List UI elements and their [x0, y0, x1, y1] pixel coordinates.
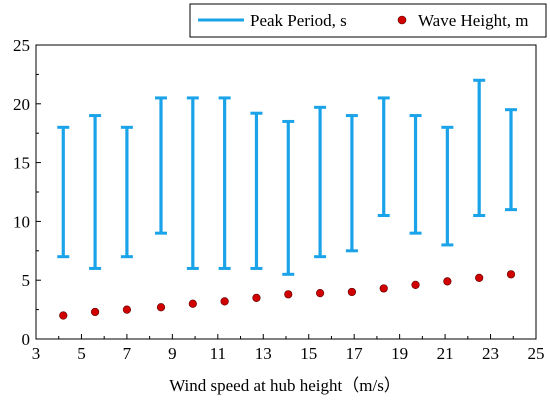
y-tick-label: 15 — [13, 154, 30, 173]
peak-period-range — [345, 114, 358, 253]
wave-height-point — [315, 289, 325, 298]
peak-period-range — [250, 111, 263, 270]
x-tick-label: 9 — [168, 344, 177, 363]
peak-period-range — [441, 125, 454, 247]
peak-period-range — [218, 96, 231, 270]
wave-height-point — [90, 307, 100, 317]
legend-wave-height-swatch — [397, 15, 407, 25]
wave-height-point — [252, 293, 261, 302]
wave-height-point — [443, 277, 452, 286]
y-tick-label: 0 — [22, 330, 31, 349]
peak-period-range — [57, 125, 70, 259]
peak-period-range — [120, 125, 133, 259]
wave-height-point — [347, 287, 357, 297]
x-axis-title: Wind speed at hub height（m/s） — [169, 376, 401, 395]
peak-period-range — [155, 96, 167, 235]
y-tick-label: 25 — [13, 36, 30, 55]
peak-period-range — [89, 114, 102, 270]
peak-period-range — [473, 78, 486, 218]
wave-height-point — [475, 273, 484, 282]
x-tick-label: 23 — [482, 344, 499, 363]
x-tick-label: 15 — [300, 344, 317, 363]
wave-height-point — [379, 284, 388, 293]
legend-box — [189, 3, 547, 38]
peak-period-range — [282, 119, 295, 276]
legend-peak-period-label: Peak Period, s — [250, 11, 347, 30]
wave-height-point — [220, 297, 229, 306]
wave-height-point — [122, 305, 132, 314]
wave-height-point — [59, 311, 68, 320]
peak-period-range — [409, 114, 422, 235]
y-tick-label: 5 — [22, 271, 31, 290]
x-tick-label: 5 — [77, 344, 86, 363]
y-tick-label: 10 — [13, 212, 30, 231]
legend-wave-height-label: Wave Height, m — [418, 11, 529, 30]
peak-period-range — [186, 96, 199, 270]
peak-period-range — [314, 105, 327, 259]
x-tick-label: 21 — [437, 344, 454, 363]
peak-period-range — [377, 96, 390, 218]
x-tick-label: 25 — [528, 344, 545, 363]
wave-height-point — [188, 299, 197, 308]
plot-layer — [57, 78, 517, 320]
y-tick-label: 20 — [13, 95, 30, 114]
x-tick-label: 17 — [346, 344, 364, 363]
peak-period-range — [505, 108, 517, 212]
x-tick-label: 19 — [391, 344, 408, 363]
x-tick-label: 7 — [123, 344, 132, 363]
wave-height-point — [156, 303, 166, 312]
axes-layer: 3 5 7 9 11 13 15 17 19 21 23 25 0 5 10 15 20 25 — [13, 36, 545, 363]
x-tick-label: 13 — [255, 344, 272, 363]
wave-height-point — [284, 290, 293, 299]
x-tick-label: 3 — [32, 344, 41, 363]
x-tick-label: 11 — [210, 344, 226, 363]
legend: Peak Period, s Wave Height, m — [189, 3, 547, 38]
wave-height-point — [411, 280, 420, 290]
wave-height-point — [506, 270, 516, 279]
